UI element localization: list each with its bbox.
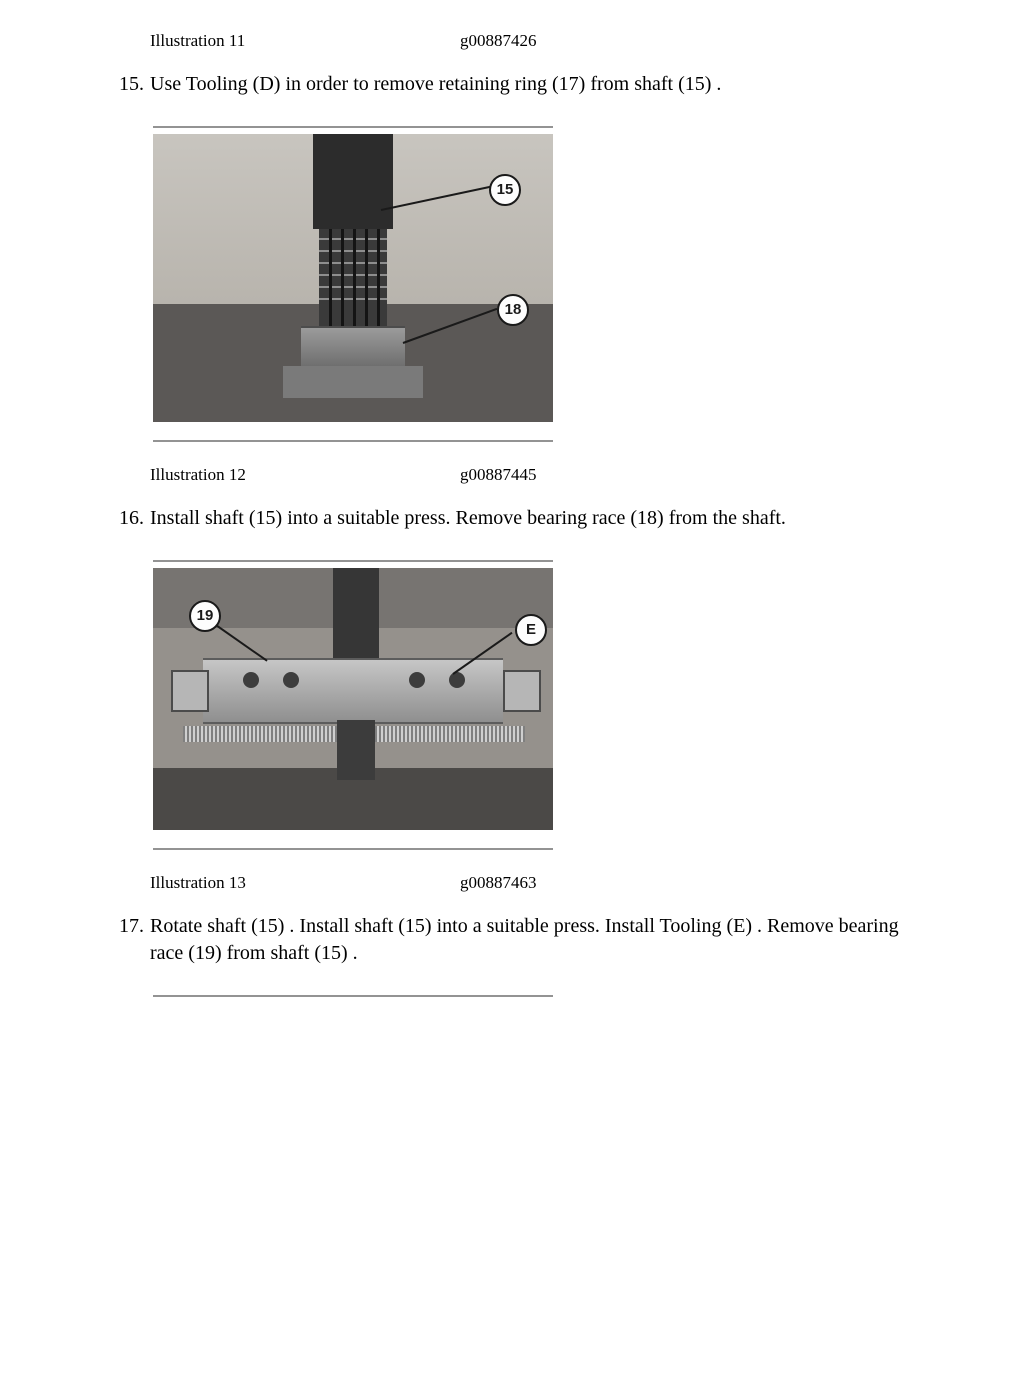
- step-17-text: Rotate shaft (15) . Install shaft (15) i…: [150, 913, 924, 967]
- figure-13-block: 19 E: [153, 560, 924, 850]
- figure-12-callout-15: 15: [489, 174, 521, 206]
- illustration-12-label: Illustration 12: [150, 464, 460, 487]
- step-16-number: 16.: [100, 505, 150, 532]
- illustration-11-caption: Illustration 11 g00887426: [150, 30, 924, 53]
- figure-13-callout-19: 19: [189, 600, 221, 632]
- illustration-12-id: g00887445: [460, 464, 537, 487]
- step-16: 16. Install shaft (15) into a suitable p…: [100, 505, 924, 532]
- illustration-12-caption: Illustration 12 g00887445: [150, 464, 924, 487]
- figure-12-bottom-rule: [153, 440, 553, 442]
- illustration-13-label: Illustration 13: [150, 872, 460, 895]
- step-17-number: 17.: [100, 913, 150, 967]
- figure-13-callout-E: E: [515, 614, 547, 646]
- callout-19-text: 19: [197, 606, 214, 626]
- figure-12-photo: 15 18: [153, 134, 553, 422]
- callout-15-text: 15: [497, 180, 514, 200]
- step-16-text: Install shaft (15) into a suitable press…: [150, 505, 924, 532]
- step-15-text: Use Tooling (D) in order to remove retai…: [150, 71, 924, 98]
- step-17: 17. Rotate shaft (15) . Install shaft (1…: [100, 913, 924, 967]
- illustration-13-id: g00887463: [460, 872, 537, 895]
- callout-E-text: E: [526, 620, 536, 640]
- illustration-11-id: g00887426: [460, 30, 537, 53]
- illustration-13-caption: Illustration 13 g00887463: [150, 872, 924, 895]
- figure-12-callout-18: 18: [497, 294, 529, 326]
- illustration-11-label: Illustration 11: [150, 30, 460, 53]
- step-15: 15. Use Tooling (D) in order to remove r…: [100, 71, 924, 98]
- figure-14-top-rule: [153, 995, 553, 997]
- figure-13-bottom-rule: [153, 848, 553, 850]
- callout-18-text: 18: [505, 300, 522, 320]
- step-15-number: 15.: [100, 71, 150, 98]
- figure-13-photo: 19 E: [153, 568, 553, 830]
- page-content: Illustration 11 g00887426 15. Use Toolin…: [0, 0, 1024, 1037]
- figure-12-block: 15 18: [153, 126, 924, 442]
- figure-14-block-partial: [153, 995, 924, 997]
